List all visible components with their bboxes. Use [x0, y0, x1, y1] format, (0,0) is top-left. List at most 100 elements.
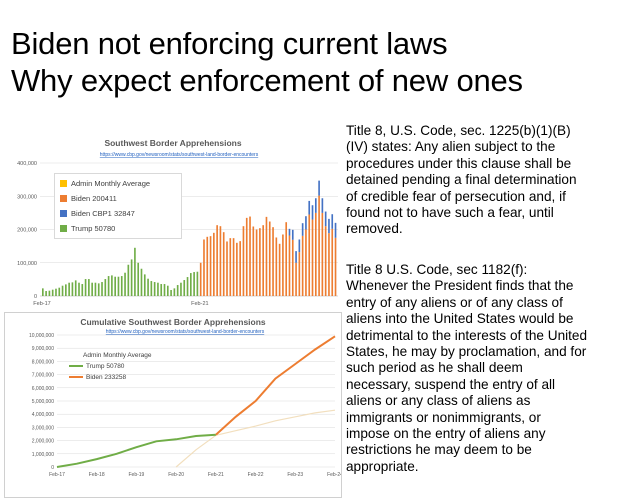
- apprehensions-bar-chart: Southwest Border Apprehensions https://ww…: [17, 138, 338, 307]
- y-tick-label: 3,000,000: [32, 425, 54, 431]
- x-tick-label: Feb-21: [191, 301, 208, 307]
- trump-bar: [101, 282, 103, 296]
- trump-bar: [78, 282, 80, 296]
- chart-source-link: https://www.cbp.gov/newsroom/stats/south…: [100, 152, 259, 158]
- biden-bar: [262, 225, 264, 296]
- trump-bar: [55, 288, 57, 296]
- trump-bar: [153, 282, 156, 296]
- legend-swatch-biden: [60, 195, 67, 202]
- title8-1182-paragraph: Title 8 U.S. Code, sec 1182(f): Whenever …: [346, 262, 638, 475]
- y-tick-label: 0: [51, 465, 54, 471]
- trump-bar: [140, 268, 143, 296]
- trump-bar: [104, 279, 107, 296]
- legend-entry-biden: Biden 200411: [60, 194, 117, 203]
- trump-bar: [65, 284, 67, 296]
- biden-bar: [318, 195, 320, 296]
- biden-bar: [298, 252, 301, 296]
- biden-bar: [278, 243, 281, 296]
- headline-line-1: Biden not enforcing current laws: [11, 26, 448, 61]
- biden-cbp1-bar: [291, 229, 294, 240]
- biden-bar: [314, 212, 317, 296]
- apprehensions-chart-panel: Southwest Border Apprehensions https://ww…: [4, 133, 342, 308]
- trump-bar: [107, 276, 110, 296]
- y-tick-label: 7,000,000: [32, 373, 54, 379]
- y-tick-label: 300,000: [17, 194, 37, 200]
- biden-bar: [308, 214, 311, 296]
- trump-bar: [193, 272, 195, 296]
- trump-bar: [134, 247, 136, 296]
- trump-bar: [114, 276, 116, 296]
- biden-bar: [222, 232, 225, 296]
- paragraph-line: entry of any aliens or of any class of: [346, 294, 563, 310]
- trump-bar: [157, 282, 159, 296]
- paragraph-line: of credible fear of persecution and, if: [346, 188, 566, 204]
- trump-bar: [120, 276, 123, 296]
- biden-bar: [252, 226, 255, 296]
- biden-line: [215, 335, 336, 436]
- trump-bar: [117, 276, 120, 296]
- x-tick-label: Feb-17: [33, 301, 50, 307]
- trump-bar: [51, 289, 54, 296]
- biden-cbp1-bar: [305, 216, 307, 230]
- biden-cbp1-bar: [321, 198, 324, 213]
- biden-cbp1-bar: [298, 239, 301, 253]
- legend-label-biden: Biden 233258: [86, 374, 127, 381]
- x-tick-label: Feb-18: [89, 472, 105, 478]
- cumulative-chart-panel: Cumulative Southwest Border Apprehension…: [4, 312, 342, 498]
- paragraph-line: procedures under this clause shall be: [346, 155, 572, 171]
- biden-cbp1-bar: [314, 198, 317, 213]
- y-tick-label: 100,000: [17, 261, 37, 267]
- biden-cbp1-bar: [324, 211, 327, 227]
- y-tick-label: 10,000,000: [29, 333, 54, 339]
- paragraph-line: necessary, suspend the entry of all: [346, 376, 556, 392]
- biden-bar: [236, 242, 238, 296]
- trump-bar: [84, 279, 87, 296]
- paragraph-line: detrimental to the interests of the Unit…: [346, 327, 588, 343]
- biden-bar: [203, 239, 205, 296]
- biden-bar: [282, 234, 284, 296]
- headline-line-2: Why expect enforcement of new ones: [11, 63, 523, 98]
- y-tick-label: 400,000: [17, 161, 37, 167]
- biden-cbp1-bar: [308, 200, 311, 215]
- biden-bar: [213, 232, 215, 296]
- projection-trend-line: [175, 409, 336, 468]
- trump-bar: [45, 291, 47, 296]
- biden-bar: [321, 212, 324, 296]
- legend-entry-trump: Trump 50780: [60, 224, 115, 233]
- biden-bar: [255, 229, 258, 296]
- biden-bar: [311, 219, 314, 296]
- y-tick-label: 2,000,000: [32, 439, 54, 445]
- legend-label-biden: Biden 200411: [71, 194, 117, 203]
- biden-bar: [288, 235, 291, 296]
- biden-bar: [331, 228, 334, 296]
- trump-bar: [71, 282, 74, 296]
- title8-1225-paragraph: Title 8, U.S. Code, sec. 1225(b)(1)(B) (I…: [346, 123, 638, 238]
- biden-bar: [334, 237, 337, 296]
- biden-cbp1-bar: [295, 251, 297, 263]
- apprehensions-legend: Admin Monthly Average Biden 200411 Biden…: [54, 173, 182, 239]
- biden-bar: [305, 229, 307, 296]
- biden-bar: [272, 227, 274, 296]
- trump-bar: [137, 262, 140, 296]
- trump-bar: [88, 279, 90, 296]
- legend-label-admin-average: Admin Monthly Average: [71, 179, 151, 188]
- paragraph-line: impose on the entry of aliens any: [346, 426, 546, 442]
- trump-bar: [58, 287, 61, 296]
- trump-bar: [163, 284, 166, 296]
- trump-bar: [111, 275, 113, 296]
- x-tick-label: Feb-22: [248, 472, 264, 478]
- biden-bar: [239, 241, 241, 296]
- biden-bar: [249, 216, 251, 296]
- biden-bar: [209, 236, 212, 296]
- trump-bar: [170, 290, 172, 296]
- y-tick-label: 9,000,000: [32, 346, 54, 352]
- trump-bar: [124, 272, 126, 296]
- x-tick-label: Feb-23: [287, 472, 303, 478]
- trump-bar: [176, 285, 179, 296]
- biden-bar: [291, 239, 294, 296]
- y-tick-label: 200,000: [17, 228, 37, 234]
- paragraph-line: (IV) states: Any alien subject to the: [346, 139, 556, 155]
- biden-cbp1-bar: [328, 218, 330, 234]
- x-tick-label: Feb-19: [129, 472, 145, 478]
- biden-bar: [324, 226, 327, 296]
